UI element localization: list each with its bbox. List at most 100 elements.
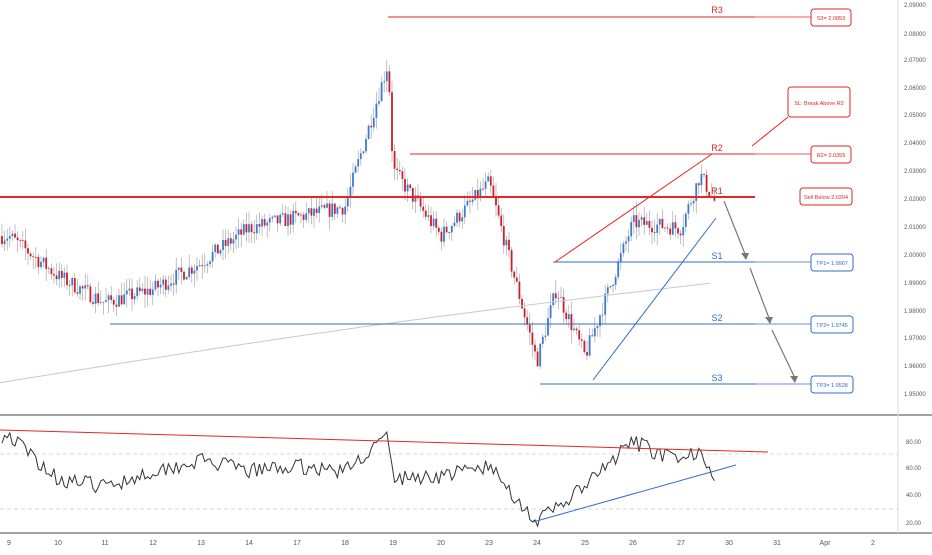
candle-body <box>456 212 458 223</box>
candle-body <box>705 174 708 192</box>
candle-body <box>619 253 622 262</box>
candle-body <box>305 213 308 220</box>
candle-body <box>81 286 84 289</box>
r2-value-box[interactable] <box>810 145 852 164</box>
rsi-pane <box>0 429 898 528</box>
candle-body <box>323 205 326 208</box>
candle-body <box>664 227 666 229</box>
candle-body <box>479 188 482 199</box>
candle-body <box>357 159 360 167</box>
candle-body <box>14 233 16 238</box>
price-axis[interactable]: 2.09000 2.08000 2.07000 2.06000 2.05000 … <box>904 3 926 398</box>
candle-body <box>703 173 705 175</box>
candle-body <box>372 117 375 128</box>
candle-body <box>713 195 716 201</box>
candle-body <box>289 214 292 225</box>
candle-body <box>463 205 466 218</box>
candle-body <box>388 71 391 93</box>
candle-body <box>79 286 81 294</box>
candle-body <box>71 278 74 286</box>
candle-body <box>107 295 110 301</box>
candle-body <box>440 231 443 242</box>
candle-body <box>346 197 349 207</box>
time-tick: 17 <box>293 540 301 547</box>
candle-body <box>19 240 22 241</box>
candle-body <box>310 208 313 216</box>
candle-body <box>648 221 651 228</box>
candle-body <box>209 261 211 265</box>
candle-body <box>453 222 456 226</box>
candle-body <box>214 244 217 252</box>
candle-body <box>8 235 11 239</box>
time-axis[interactable]: 9 10 11 12 13 14 17 18 19 20 23 24 25 26… <box>7 540 875 547</box>
candle-body <box>115 304 118 307</box>
candle-body <box>544 335 547 337</box>
candle-body <box>679 233 682 236</box>
candle-body <box>502 225 505 246</box>
candle-body <box>138 287 141 292</box>
time-tick: 24 <box>533 540 541 547</box>
candle-body <box>102 301 105 303</box>
candle-body <box>404 178 406 192</box>
stop-loss-box[interactable] <box>787 86 851 118</box>
candle-body <box>578 330 581 340</box>
candle-body <box>240 229 243 235</box>
candle-body <box>37 256 40 268</box>
tp3-text: TP3= 1.9528 <box>816 383 848 389</box>
s3-target-box[interactable] <box>810 8 852 27</box>
tp3-box[interactable] <box>810 375 854 394</box>
candle-body <box>541 336 544 344</box>
candle-body <box>666 227 669 229</box>
candle-body <box>276 215 279 224</box>
rsi-tick: 80.00 <box>906 440 922 446</box>
tp2-box[interactable] <box>810 315 854 334</box>
candle-body <box>601 314 604 316</box>
candle-body <box>411 187 414 202</box>
candle-body <box>203 265 206 267</box>
candle-body <box>333 203 336 214</box>
candle-body <box>162 279 165 285</box>
candle-body <box>185 276 188 280</box>
candle-body <box>531 332 534 345</box>
rsi-axis[interactable]: 80.00 60.00 40.00 20.00 <box>906 440 922 527</box>
candle-body <box>643 217 646 225</box>
tp1-box[interactable] <box>810 253 854 272</box>
candle-body <box>484 181 487 189</box>
candle-body <box>677 228 679 234</box>
candle-body <box>495 195 497 206</box>
candle-body <box>370 125 373 128</box>
levels-layer: R3 R2 R1 S1 S2 S3 <box>0 5 811 385</box>
candle-body <box>536 351 539 367</box>
sell-entry-box[interactable] <box>799 187 853 206</box>
candle-body <box>586 352 588 356</box>
candle-body <box>167 285 170 290</box>
candle-body <box>450 225 453 233</box>
candle-body <box>554 293 557 299</box>
candle-body <box>105 300 107 302</box>
candle-body <box>92 302 94 304</box>
candle-body <box>656 224 659 233</box>
candle-body <box>690 203 692 205</box>
candle-body <box>177 267 180 270</box>
candle-body <box>562 297 565 313</box>
candle-body <box>612 284 614 286</box>
candle-body <box>216 244 219 254</box>
candle-body <box>300 214 302 216</box>
candle-body <box>674 222 677 229</box>
candle-body <box>268 218 271 223</box>
candle-body <box>237 229 240 235</box>
candle-body <box>547 318 549 336</box>
candle-body <box>432 218 435 227</box>
candle-body <box>396 168 399 171</box>
candle-body <box>461 217 464 222</box>
candle-body <box>34 256 37 258</box>
candle-body <box>58 270 61 280</box>
candle-body <box>164 279 167 290</box>
candle-body <box>682 226 685 236</box>
candle-body <box>302 214 305 220</box>
arrow-head-icon <box>765 317 773 324</box>
candle-body <box>625 241 627 244</box>
candle-body <box>266 222 269 226</box>
